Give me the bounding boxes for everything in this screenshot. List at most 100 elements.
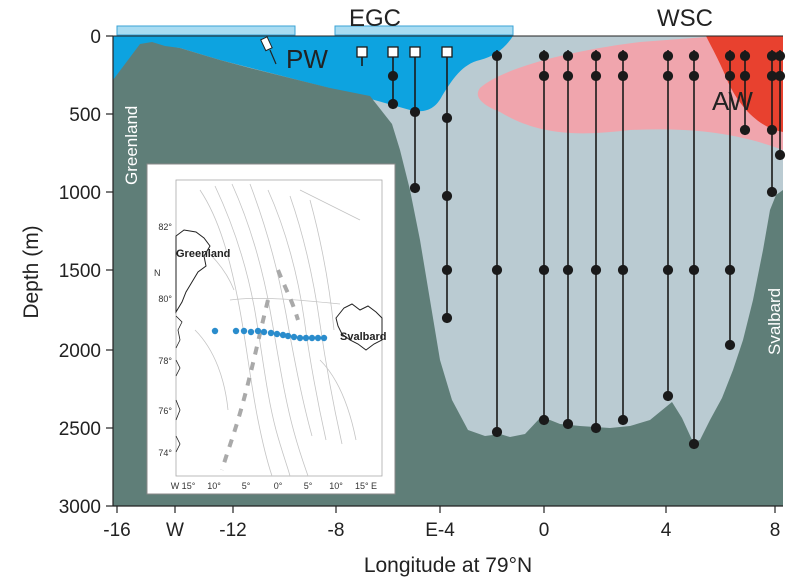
mooring: [688, 50, 700, 450]
mooring: [387, 46, 399, 110]
inset-station-dot: [273, 330, 281, 338]
instrument-dot: [562, 264, 574, 276]
instrument-dot: [724, 50, 736, 62]
inset-lon-label: 5°: [304, 481, 313, 491]
instrument-dot: [441, 312, 453, 324]
instrument-square: [387, 46, 399, 58]
instrument-dot: [538, 70, 550, 82]
y-tick-label: 2000: [59, 341, 101, 362]
instrument-dot: [739, 50, 751, 62]
inset-svalbard: [335, 303, 383, 351]
x-axis-title: Longitude at 79°N: [364, 554, 532, 577]
egc-label: EGC: [349, 5, 401, 32]
instrument-dot: [724, 339, 736, 351]
x-tick-label: W: [166, 520, 184, 541]
instrument-square: [409, 46, 421, 58]
inset-contours: [189, 183, 361, 477]
x-tick-label: E-4: [425, 520, 455, 541]
instrument-dot: [774, 149, 786, 161]
instrument-dot: [662, 50, 674, 62]
instrument-dot: [688, 50, 700, 62]
mooring: [409, 46, 421, 194]
moorings: [356, 46, 786, 450]
instrument-dot: [766, 124, 778, 136]
inset-station-dot: [314, 334, 322, 342]
inset-station-dot: [260, 328, 268, 336]
instrument-dot: [662, 264, 674, 276]
inset-station-dot: [211, 327, 219, 335]
instrument-dot: [662, 390, 674, 402]
aw-label: AW: [712, 86, 753, 116]
instrument-dot: [688, 70, 700, 82]
mooring: [356, 46, 368, 66]
mooring: [774, 50, 786, 161]
mooring: [491, 50, 503, 438]
inset-lat-label: 76°: [158, 406, 172, 416]
instrument-dot: [441, 112, 453, 124]
inset-station-dot: [296, 334, 304, 342]
instrument-dot: [409, 182, 421, 194]
x-tick-label: -8: [328, 520, 345, 541]
inset-station-dot: [302, 334, 310, 342]
atlantic-water-envelope: [477, 36, 783, 150]
inset-station-dot: [290, 333, 298, 341]
inset-lat-label: 82°: [158, 222, 172, 232]
mooring: [562, 50, 574, 430]
inset-station-dot: [308, 334, 316, 342]
svalbard-label: Svalbard: [765, 288, 784, 355]
instrument-dot: [739, 70, 751, 82]
pw-label: PW: [286, 44, 328, 74]
instrument-dot: [590, 264, 602, 276]
inset-fronts: [220, 269, 300, 471]
inset-station-dot: [247, 328, 255, 336]
inset-greenland: [175, 229, 211, 314]
inset-station-dot: [267, 329, 275, 337]
instrument-dot: [441, 264, 453, 276]
instrument-dot: [491, 264, 503, 276]
mooring: [662, 50, 674, 402]
inset-station-dot: [240, 327, 248, 335]
inset-lon-label: 10°: [207, 481, 221, 491]
inset-lat-label: 80°: [158, 294, 172, 304]
x-tick-label: 4: [661, 520, 672, 541]
instrument-dot: [538, 414, 550, 426]
greenland-label: Greenland: [122, 106, 141, 185]
inset-lon-ticks: W 15° 10° 5° 0° 5° 10° 15° E: [171, 481, 377, 491]
instrument-dot: [724, 70, 736, 82]
instrument-dot: [774, 50, 786, 62]
inset-n-label: N: [154, 268, 161, 278]
y-tick-label: 0: [90, 27, 101, 48]
instrument-dot: [538, 264, 550, 276]
inset-svalbard-label: Svalbard: [340, 331, 386, 343]
instrument-dot: [617, 414, 629, 426]
instrument-dot: [441, 190, 453, 202]
x-tick-label: 8: [770, 520, 781, 541]
instrument-dot: [688, 438, 700, 450]
instrument-dot: [590, 70, 602, 82]
inset-lon-label: 5°: [242, 481, 251, 491]
instrument-dot: [562, 70, 574, 82]
instrument-dot: [662, 70, 674, 82]
mooring: [724, 50, 736, 351]
instrument-dot: [590, 50, 602, 62]
inset-station-dot: [320, 334, 328, 342]
y-tick-label: 2500: [59, 419, 101, 440]
y-axis-title: Depth (m): [20, 225, 43, 318]
instrument-dot: [590, 422, 602, 434]
instrument-dot: [766, 186, 778, 198]
mooring: [441, 46, 453, 324]
instrument-dot: [739, 124, 751, 136]
y-tick-label: 500: [69, 105, 101, 126]
x-tick-label: -16: [103, 520, 130, 541]
inset-lat-label: 74°: [158, 448, 172, 458]
inset-lat-label: 78°: [158, 356, 172, 366]
x-ticks: -16 W -12 -8 E-4 0 4 8: [103, 506, 780, 541]
inset-station-dot: [254, 327, 262, 335]
wsc-label: WSC: [657, 5, 713, 32]
mooring: [617, 50, 629, 426]
inset-lon-label: 10°: [329, 481, 343, 491]
inset-lon-label: 15° E: [355, 481, 377, 491]
instrument-dot: [724, 264, 736, 276]
ice-bar-1: [116, 25, 296, 36]
